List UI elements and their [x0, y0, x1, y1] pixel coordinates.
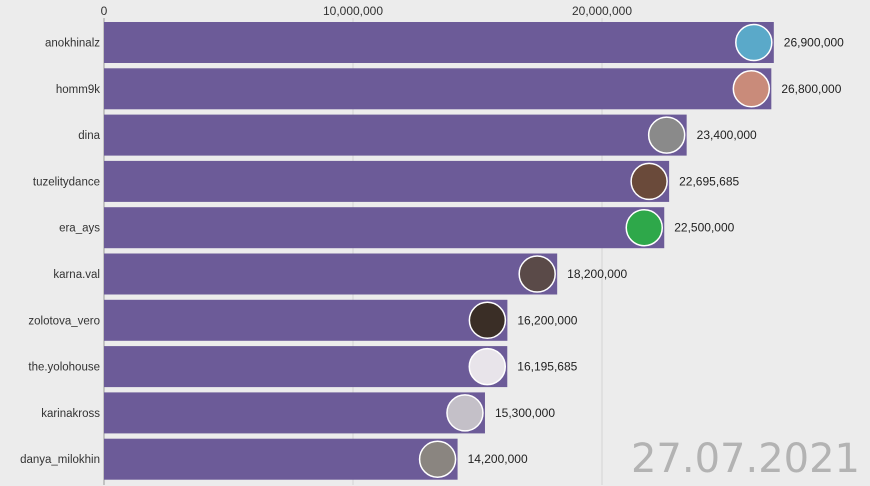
value-label: 16,195,685 — [517, 360, 577, 374]
x-tick-label: 10,000,000 — [323, 4, 383, 18]
value-label: 23,400,000 — [697, 128, 757, 142]
x-tick-label: 0 — [101, 4, 108, 18]
category-label: the.yolohouse — [28, 362, 100, 374]
date-label: 27.07.2021 — [630, 436, 860, 482]
category-label: anokhinalz — [45, 38, 100, 50]
category-label: tuzelitydance — [33, 176, 100, 188]
bar — [104, 438, 458, 480]
value-labels: 26,900,000 26,800,000 23,400,000 22,695,685… — [468, 36, 845, 467]
avatar — [732, 70, 771, 108]
x-tick-label: 20,000,000 — [572, 4, 632, 18]
category-label: karna.val — [53, 269, 100, 281]
bars — [104, 22, 774, 480]
avatar — [468, 301, 507, 340]
value-label: 18,200,000 — [567, 267, 627, 281]
category-label: karinakross — [41, 408, 100, 420]
category-label: dina — [78, 130, 100, 142]
value-label: 22,695,685 — [679, 174, 739, 188]
value-label: 15,300,000 — [495, 406, 555, 420]
bar — [104, 392, 485, 434]
avatar — [518, 255, 556, 293]
value-label: 14,200,000 — [468, 452, 528, 466]
bar — [104, 22, 774, 63]
avatar — [446, 394, 484, 432]
bar — [104, 346, 508, 388]
avatar — [468, 347, 507, 386]
bar — [104, 68, 772, 110]
bar — [104, 114, 687, 156]
category-label: homm9k — [56, 84, 100, 96]
avatar — [625, 208, 663, 247]
bar — [104, 299, 508, 341]
avatar — [735, 23, 773, 62]
avatars — [418, 23, 773, 478]
avatar — [630, 162, 668, 201]
category-label: danya_milokhin — [20, 454, 100, 466]
bar — [104, 207, 665, 249]
avatar — [647, 116, 686, 154]
avatar — [418, 440, 457, 478]
bar — [104, 160, 670, 202]
value-label: 22,500,000 — [674, 221, 734, 235]
value-label: 26,900,000 — [784, 36, 844, 50]
x-axis-ticks: 0 10,000,000 20,000,000 — [101, 4, 633, 18]
bar — [104, 253, 558, 295]
value-label: 16,200,000 — [517, 313, 577, 327]
value-label: 26,800,000 — [781, 82, 841, 96]
category-labels: anokhinalz homm9k dina tuzelitydance era_ays… — [20, 38, 101, 467]
category-label: era_ays — [59, 223, 100, 235]
category-label: zolotova_vero — [28, 315, 100, 327]
